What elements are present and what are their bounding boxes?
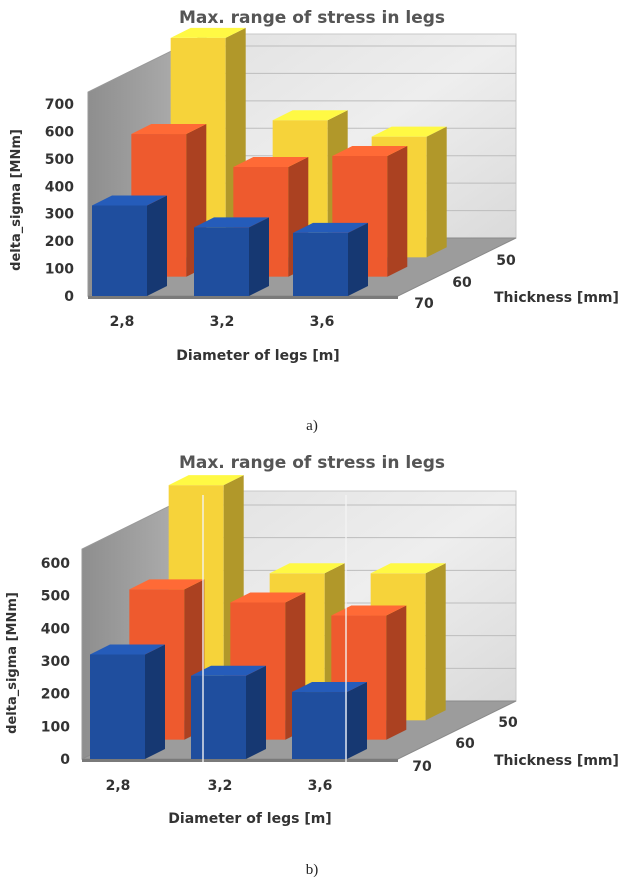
bar-top [370,563,446,574]
chart-title: Max. range of stress in legs [178,8,446,28]
y-tick-label: 500 [41,589,70,605]
x-tick-label: 2,8 [110,314,135,330]
y-tick-label: 600 [41,556,70,572]
bar [293,222,368,296]
x-tick-label: 3,2 [208,778,233,794]
y-tick-label: 500 [45,152,74,168]
bar [194,217,269,296]
y-tick-label: 0 [60,752,70,768]
y-tick-label: 100 [41,719,70,735]
bar-side [145,644,165,759]
chart-b: 0 100 200 300 400 500 600 delta_sigma [MNm] 2,8 3… [5,475,619,827]
y-tick-label: 700 [45,97,74,113]
bar [191,665,266,759]
bar-top [272,110,348,121]
y-tick-label: 400 [41,621,70,637]
bar-front [92,205,147,296]
y-axis-label: delta_sigma [MNm] [5,592,20,734]
bar-top [230,592,306,603]
chart-panel-b: Max. range of stress in legs 0 100 200 300 4… [0,445,624,889]
bar-top [332,146,408,156]
bar-top [168,475,244,486]
bar-top [129,579,205,590]
depth-axis-label: Thickness [mm] [494,290,619,306]
bar-top [170,27,246,38]
depth-tick-label: 50 [498,715,518,731]
y-tick-label: 200 [45,234,74,250]
floor-edge [88,296,398,299]
bar-top [92,195,167,206]
depth-axis-label: Thickness [mm] [494,753,619,769]
y-tick-label: 100 [45,262,74,278]
figure-caption: b) [305,862,319,878]
x-axis-label: Diameter of legs [m] [168,811,331,827]
bar-side [425,563,446,721]
bar-top [269,563,345,574]
bar-top [331,605,407,616]
bar-side [387,146,408,277]
y-tick-label: 200 [41,687,70,703]
chart-a: 0 100 200 300 400 500 600 700 delta_sigma [MNm] 2… [9,27,619,364]
bar-top [293,222,368,233]
bar-front [194,227,249,296]
y-tick-label: 600 [45,124,74,140]
chart-panel-a: Max. range of stress in legs 0 100 200 300 4… [9,8,619,434]
y-tick-label: 400 [45,179,74,195]
bar-top [233,157,309,167]
depth-tick-label: 60 [452,275,472,291]
bar-front [292,692,347,759]
bar-side [386,605,407,740]
bar-side [426,126,447,258]
depth-tick-label: 50 [496,253,516,269]
depth-tick-label: 60 [455,736,475,752]
bar-side [249,217,269,296]
bar [92,195,167,296]
y-tick-label: 0 [64,289,74,305]
bar-top [371,126,447,137]
bar-front [90,654,145,759]
bar [292,682,367,759]
bar-side [147,195,167,296]
x-tick-label: 3,6 [308,778,333,794]
bar-front [191,675,246,759]
y-tick-label: 300 [41,654,70,670]
bar-side [348,222,368,296]
bar-side [347,682,367,759]
depth-tick-label: 70 [414,296,434,312]
bar-top [90,644,165,655]
bar-top [292,682,367,692]
bar-top [191,665,266,676]
x-tick-label: 3,6 [310,314,335,330]
bar-side [246,665,266,759]
x-tick-label: 3,2 [210,314,235,330]
y-tick-label: 300 [45,207,74,223]
floor-edge [82,759,398,762]
bar-top [131,124,207,134]
bar-top [194,217,269,228]
x-tick-label: 2,8 [106,778,131,794]
chart-title: Max. range of stress in legs [178,453,446,473]
y-axis-label: delta_sigma [MNm] [9,129,24,271]
figure-caption: a) [306,418,318,434]
x-axis-label: Diameter of legs [m] [176,348,339,364]
bar-front [293,232,348,296]
bar [90,644,165,759]
depth-tick-label: 70 [412,759,432,775]
